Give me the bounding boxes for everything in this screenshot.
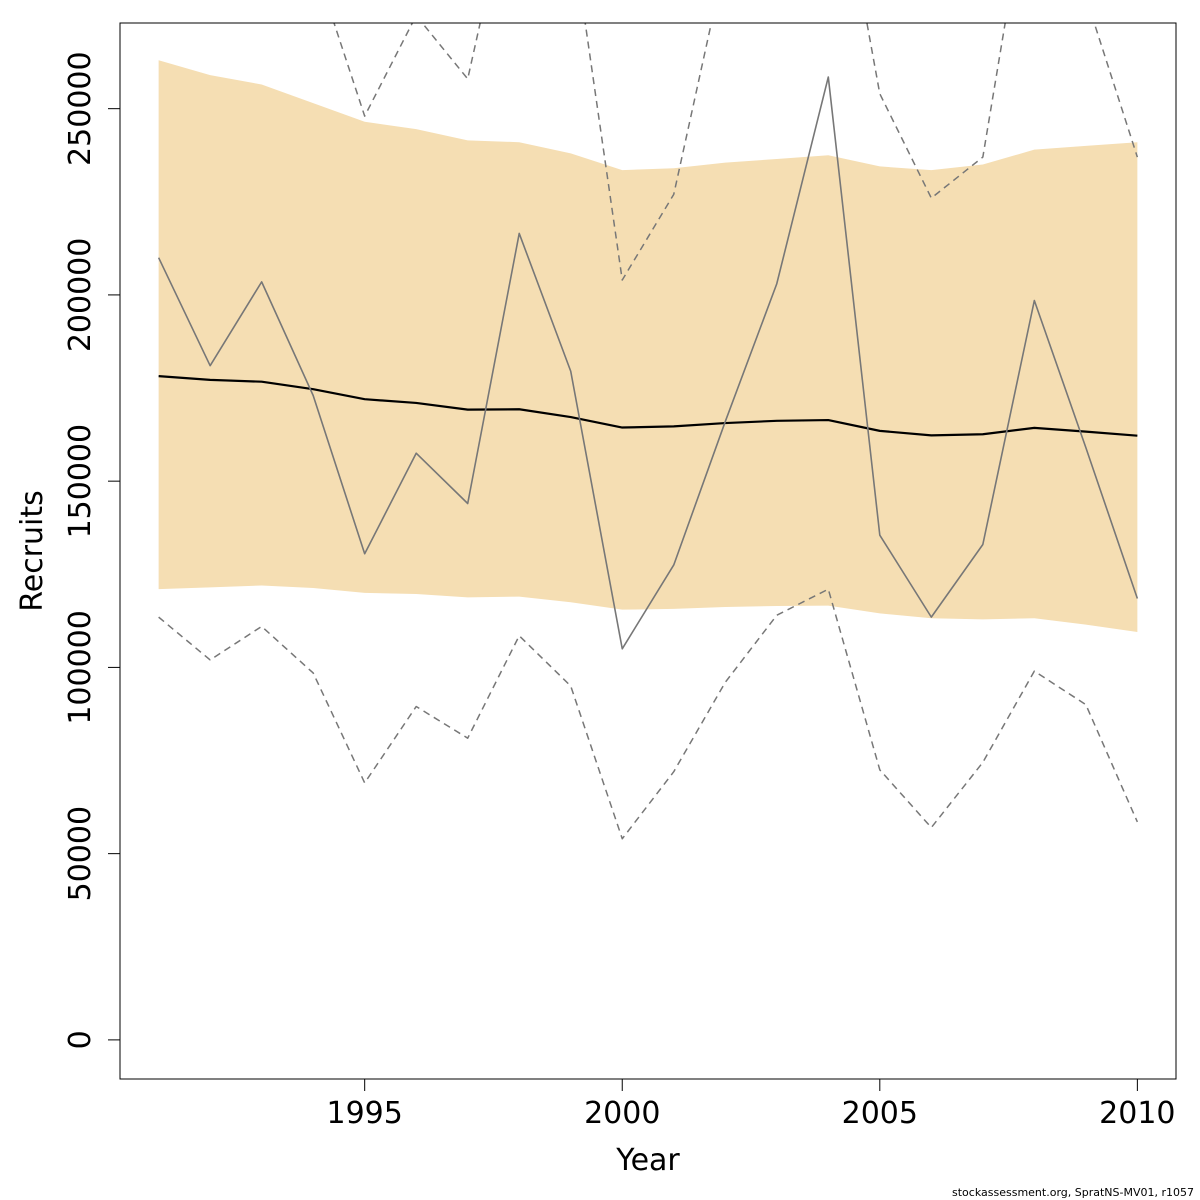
x-tick-label: 2005 (842, 1096, 918, 1131)
y-axis: 0 50000 100000 150000 200000 250000 (63, 51, 121, 1049)
x-tick-label: 2010 (1099, 1096, 1175, 1131)
x-axis-title: Year (615, 1143, 680, 1178)
x-tick-label: 1995 (327, 1096, 403, 1131)
y-tick-label: 100000 (63, 610, 98, 725)
x-axis: 1995 2000 2005 2010 (327, 1078, 1176, 1131)
y-axis-title: Recruits (15, 490, 50, 612)
lower-interval-line (158, 588, 1139, 840)
credit-text: stockassessment.org, SpratNS-MV01, r1057 (952, 1186, 1194, 1199)
x-tick-label: 2000 (584, 1096, 660, 1131)
series-lines (157, 23, 1139, 840)
y-tick-label: 250000 (63, 51, 98, 166)
confidence-band-area (158, 60, 1138, 633)
y-tick-label: 200000 (63, 238, 98, 353)
median-line (158, 375, 1138, 437)
y-tick-label: 150000 (63, 424, 98, 539)
confidence-band (158, 60, 1138, 633)
estimate-line (157, 76, 1139, 650)
upper-interval-line (333, 23, 1139, 281)
y-tick-label: 50000 (63, 806, 98, 901)
y-tick-label: 0 (63, 1030, 98, 1049)
